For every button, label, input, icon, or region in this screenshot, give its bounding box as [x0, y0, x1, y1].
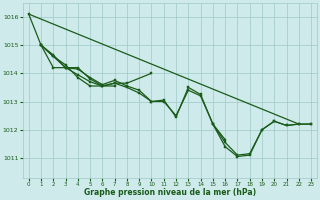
X-axis label: Graphe pression niveau de la mer (hPa): Graphe pression niveau de la mer (hPa) — [84, 188, 256, 197]
